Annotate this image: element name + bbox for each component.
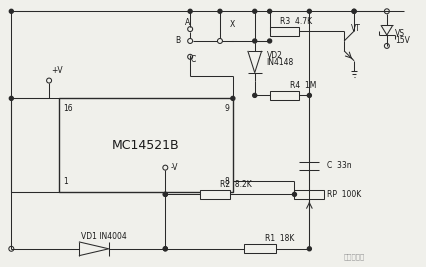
Circle shape — [292, 193, 296, 196]
Circle shape — [230, 96, 234, 100]
Text: 15V: 15V — [394, 37, 409, 45]
Circle shape — [163, 247, 167, 251]
Circle shape — [163, 193, 167, 196]
Circle shape — [267, 39, 271, 43]
Circle shape — [9, 9, 13, 13]
Text: 8: 8 — [224, 178, 228, 186]
Circle shape — [351, 9, 355, 13]
Text: R4  1M: R4 1M — [289, 81, 315, 90]
Bar — [269, 27, 299, 36]
Bar — [243, 244, 275, 253]
Text: +V: +V — [51, 66, 63, 75]
Text: 1: 1 — [63, 178, 68, 186]
Circle shape — [252, 93, 256, 97]
Circle shape — [9, 96, 13, 100]
Circle shape — [252, 9, 256, 13]
Circle shape — [163, 193, 167, 196]
Circle shape — [351, 9, 355, 13]
Text: VD2: VD2 — [266, 51, 282, 60]
Circle shape — [217, 9, 222, 13]
Text: 工程资料网: 工程资料网 — [343, 253, 364, 260]
Text: VS: VS — [394, 29, 404, 38]
Text: RP  100K: RP 100K — [326, 190, 361, 199]
Text: R3  4.7K: R3 4.7K — [279, 17, 311, 26]
Circle shape — [163, 247, 167, 251]
Text: -V: -V — [170, 163, 177, 172]
Circle shape — [188, 9, 192, 13]
Bar — [200, 190, 229, 199]
Text: 9: 9 — [224, 104, 228, 113]
Text: X: X — [229, 20, 235, 29]
Text: VT: VT — [350, 23, 360, 33]
Bar — [59, 98, 232, 193]
Text: B: B — [175, 37, 180, 45]
Bar — [294, 190, 323, 199]
Text: 16: 16 — [63, 104, 72, 113]
Text: R2  8.2K: R2 8.2K — [219, 180, 251, 189]
Text: C  33n: C 33n — [326, 161, 351, 170]
Text: VD1 IN4004: VD1 IN4004 — [81, 232, 127, 241]
Text: A: A — [184, 18, 189, 27]
Text: C: C — [190, 55, 195, 64]
Circle shape — [307, 93, 311, 97]
Circle shape — [267, 9, 271, 13]
Circle shape — [307, 247, 311, 251]
Text: R1  18K: R1 18K — [264, 234, 294, 244]
Text: MC14521B: MC14521B — [112, 139, 179, 152]
Circle shape — [307, 9, 311, 13]
Bar — [269, 91, 299, 100]
Text: IN4148: IN4148 — [266, 58, 293, 67]
Circle shape — [252, 39, 256, 43]
